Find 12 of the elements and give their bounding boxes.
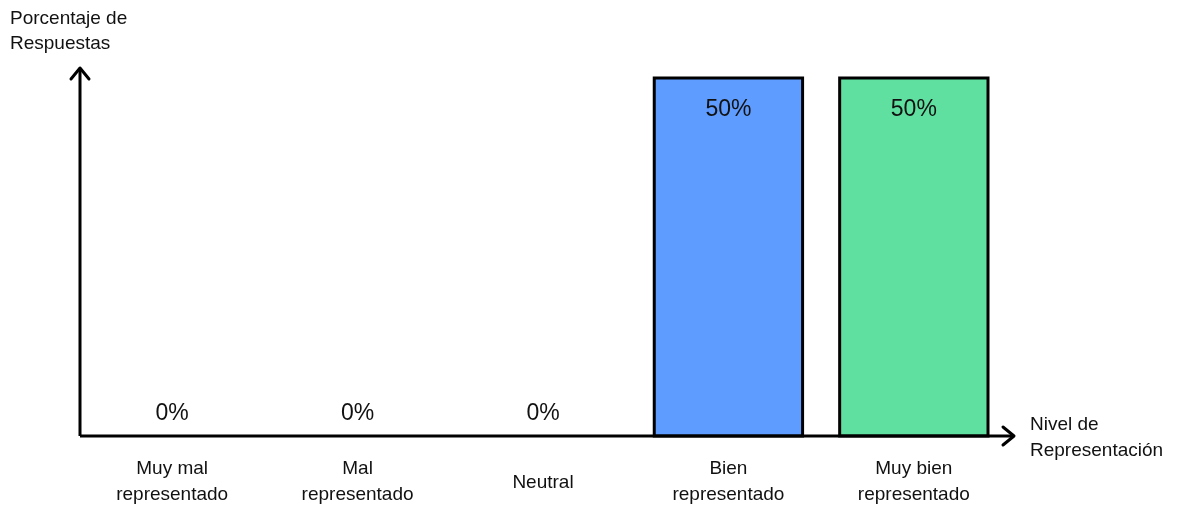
data-label: 0% bbox=[155, 399, 189, 425]
x-axis-title: Nivel de Representación bbox=[1030, 413, 1164, 460]
data-label: 0% bbox=[340, 399, 375, 425]
data-label: 0% bbox=[526, 399, 560, 425]
data-label: 50% bbox=[705, 95, 752, 121]
x-tick-label: Mal representado bbox=[301, 457, 414, 504]
x-tick-label: Muy mal representado bbox=[116, 457, 229, 504]
x-tick-label: Muy bien representado bbox=[857, 457, 970, 504]
x-tick-label: Bien representado bbox=[672, 457, 785, 504]
y-axis-title: Porcentaje de Respuestas bbox=[10, 7, 128, 53]
x-tick-label: Neutral bbox=[512, 471, 574, 492]
data-label: 50% bbox=[890, 95, 937, 121]
